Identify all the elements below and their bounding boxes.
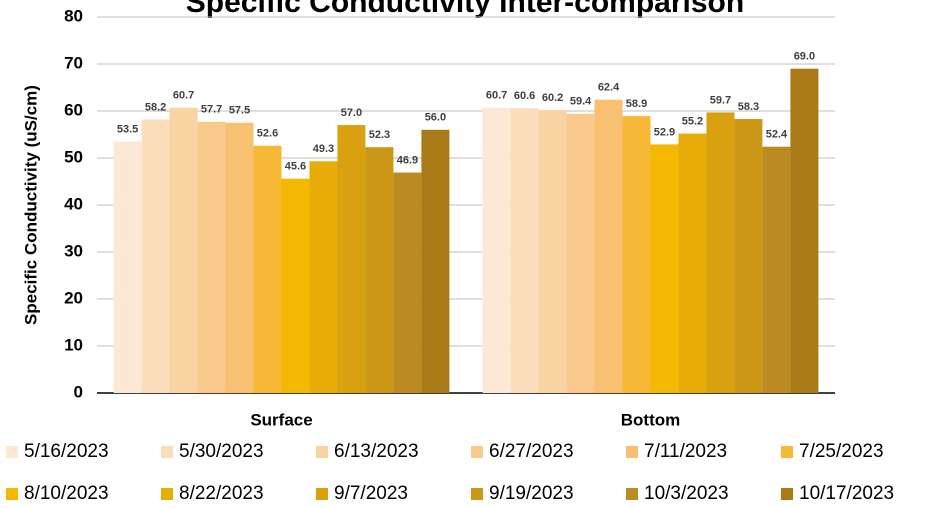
value-label: 60.7 <box>173 90 194 102</box>
y-tick-label: 20 <box>64 288 83 307</box>
bar <box>393 172 422 393</box>
legend-label: 9/7/2023 <box>334 483 408 504</box>
bar <box>113 141 142 393</box>
value-label: 45.6 <box>285 161 306 173</box>
bar <box>510 108 539 394</box>
legend-label: 7/25/2023 <box>799 441 884 462</box>
legend-label: 5/30/2023 <box>179 441 264 462</box>
value-label: 52.3 <box>369 129 390 141</box>
x-tick-label: Bottom <box>621 410 680 429</box>
bar <box>762 146 791 393</box>
legend-swatch <box>316 446 328 458</box>
value-label: 49.3 <box>313 143 334 155</box>
legend-label: 6/13/2023 <box>334 441 419 462</box>
value-label: 60.2 <box>542 92 563 104</box>
legend-swatch <box>316 488 328 500</box>
legend-swatch <box>161 488 173 500</box>
bar <box>141 119 170 394</box>
legend-swatch <box>781 488 793 500</box>
bar <box>650 144 679 393</box>
value-label: 60.6 <box>514 90 535 102</box>
legend-label: 10/17/2023 <box>799 483 894 504</box>
legend-label: 10/3/2023 <box>644 483 729 504</box>
legend-swatch <box>626 446 638 458</box>
value-label: 46.9 <box>397 154 418 166</box>
x-tick-label: Surface <box>250 410 312 429</box>
bar <box>309 161 338 393</box>
legend-swatch <box>6 446 18 458</box>
value-label: 52.9 <box>654 126 675 138</box>
legend-swatch <box>781 446 793 458</box>
legend-swatch <box>161 446 173 458</box>
legend-label: 6/27/2023 <box>489 441 574 462</box>
value-label: 53.5 <box>117 123 138 135</box>
bar <box>197 121 226 393</box>
y-tick-label: 60 <box>64 100 83 119</box>
legend-label: 9/19/2023 <box>489 483 574 504</box>
legend-swatch <box>471 446 483 458</box>
legend-swatch <box>6 488 18 500</box>
value-label: 57.0 <box>341 107 362 119</box>
bar <box>790 68 819 393</box>
value-label: 58.9 <box>626 98 647 110</box>
bar <box>365 147 394 393</box>
value-label: 55.2 <box>682 115 703 127</box>
value-label: 56.0 <box>425 112 446 124</box>
y-tick-label: 70 <box>64 53 83 72</box>
legend-label: 7/11/2023 <box>644 441 727 462</box>
value-label: 52.4 <box>766 129 788 141</box>
legend-label: 5/16/2023 <box>24 441 109 462</box>
y-tick-label: 0 <box>74 382 83 401</box>
value-label: 60.7 <box>486 90 507 102</box>
value-label: 59.4 <box>570 96 592 108</box>
bar <box>421 129 450 394</box>
bar <box>706 112 735 393</box>
y-axis-label: Specific Conductivity (uS/cm) <box>21 85 40 325</box>
bar <box>594 99 623 393</box>
bar <box>566 113 595 393</box>
value-label: 58.2 <box>145 101 166 113</box>
bar <box>225 122 254 393</box>
bar <box>337 125 366 393</box>
bar <box>482 107 511 394</box>
legend-label: 8/22/2023 <box>179 483 264 504</box>
bar <box>734 118 763 394</box>
bar <box>169 107 198 394</box>
legend-swatch <box>471 488 483 500</box>
value-label: 52.6 <box>257 128 278 140</box>
bar <box>538 110 567 393</box>
value-label: 57.5 <box>229 105 250 117</box>
y-tick-label: 50 <box>64 147 83 166</box>
bar <box>678 133 707 393</box>
bar <box>281 178 310 393</box>
bar <box>622 116 651 394</box>
y-tick-label: 40 <box>64 194 83 213</box>
chart-title: Specific Conductivity Inter-comparison <box>186 0 744 19</box>
value-label: 62.4 <box>598 82 620 94</box>
value-label: 69.0 <box>794 51 815 63</box>
legend-label: 8/10/2023 <box>24 483 109 504</box>
value-label: 58.3 <box>738 101 759 113</box>
y-tick-label: 30 <box>64 241 83 260</box>
bar <box>253 145 282 393</box>
value-label: 57.7 <box>201 104 222 116</box>
legend-swatch <box>626 488 638 500</box>
value-label: 59.7 <box>710 94 731 106</box>
y-tick-label: 10 <box>64 335 83 354</box>
y-tick-label: 80 <box>64 6 83 25</box>
